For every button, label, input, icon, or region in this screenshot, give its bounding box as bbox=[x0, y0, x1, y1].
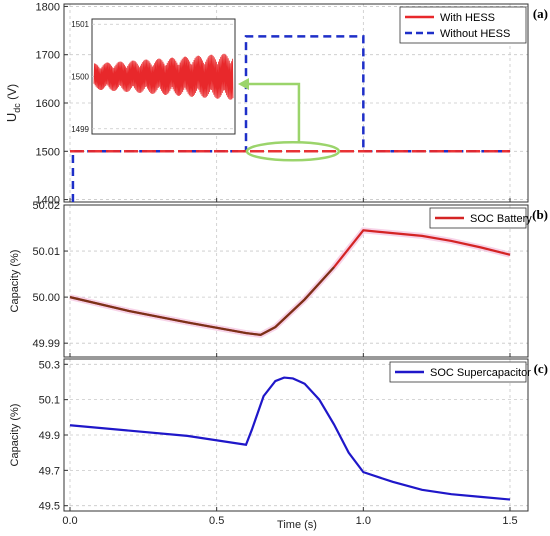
y-axis-label-unit: (V) bbox=[5, 84, 19, 103]
x-tick-label: 0.5 bbox=[209, 515, 224, 527]
y-tick-label: 1800 bbox=[36, 1, 60, 13]
zoom-arrow-head bbox=[238, 78, 249, 90]
y-tick-label: 50.3 bbox=[39, 359, 60, 371]
inset-y-tick-label: 1499 bbox=[71, 125, 89, 134]
y-axis-label-sub: dc bbox=[12, 103, 22, 113]
y-tick-label: 49.9 bbox=[39, 430, 60, 442]
panel-label: (b) bbox=[532, 207, 548, 222]
y-tick-label: 1600 bbox=[36, 98, 60, 110]
inset-series bbox=[93, 53, 234, 100]
legend-box bbox=[389, 361, 527, 383]
series-group bbox=[70, 35, 510, 202]
series-group bbox=[69, 376, 511, 501]
inset: 1499 1500 1501 bbox=[71, 18, 236, 135]
plot-frame bbox=[63, 204, 529, 358]
legend: With HESS Without HESS bbox=[399, 6, 527, 44]
y-tick-label: 49.7 bbox=[39, 465, 60, 477]
x-axis-label: Time (s) bbox=[277, 519, 317, 531]
x-tick-label: 1.5 bbox=[502, 515, 517, 527]
panel-label: (a) bbox=[533, 6, 548, 21]
y-tick-label: 1700 bbox=[36, 50, 60, 62]
y-axis-label-main: U bbox=[4, 113, 19, 122]
y-tick-label: 49.99 bbox=[32, 338, 60, 350]
legend-box bbox=[399, 6, 527, 44]
legend-entry: SOC Battery bbox=[470, 213, 532, 225]
series-soc-battery-overlay bbox=[69, 266, 335, 337]
panel-label: (c) bbox=[534, 361, 548, 376]
inset-y-tick-label: 1500 bbox=[71, 73, 89, 82]
y-axis-label: Capacity (%) bbox=[9, 250, 21, 313]
plot-area bbox=[64, 205, 528, 357]
y-tick-label: 49.5 bbox=[39, 501, 60, 513]
y-tick-label: 50.02 bbox=[32, 200, 60, 212]
series-group bbox=[69, 227, 511, 338]
zoom-arrow-line bbox=[247, 82, 301, 143]
y-tick-label: 50.00 bbox=[32, 292, 60, 304]
zoom-ellipse bbox=[245, 141, 341, 162]
series-without-hess bbox=[71, 35, 510, 202]
panel-b: 49.99 50.00 50.01 50.02 SOC Battery (b) Capaci… bbox=[9, 200, 548, 358]
legend: SOC Supercapacitor bbox=[389, 361, 531, 383]
y-axis-label: Udc (V) bbox=[4, 84, 22, 122]
legend-entry: With HESS bbox=[440, 12, 495, 24]
y-tick-label: 1500 bbox=[36, 146, 60, 158]
legend-entry: SOC Supercapacitor bbox=[430, 367, 531, 379]
panel-a: 1400 1500 1600 1700 1800 1499 1500 1501 With HES… bbox=[4, 1, 548, 206]
legend: SOC Battery bbox=[429, 207, 532, 229]
y-tick-label: 50.1 bbox=[39, 395, 60, 407]
y-tick-label: 50.01 bbox=[32, 246, 60, 258]
panel-c: 49.5 49.7 49.9 50.1 50.3 SOC Supercapacitor (c… bbox=[9, 358, 548, 531]
legend-box bbox=[429, 207, 527, 229]
series-soc-supercapacitor bbox=[69, 376, 511, 501]
y-tick-label: 1400 bbox=[36, 195, 60, 207]
legend-entry: Without HESS bbox=[440, 28, 510, 40]
inset-y-tick-label: 1501 bbox=[71, 20, 89, 29]
x-tick-label: 0.0 bbox=[62, 515, 77, 527]
x-tick-label: 1.0 bbox=[356, 515, 371, 527]
y-axis-label: Capacity (%) bbox=[9, 404, 21, 467]
